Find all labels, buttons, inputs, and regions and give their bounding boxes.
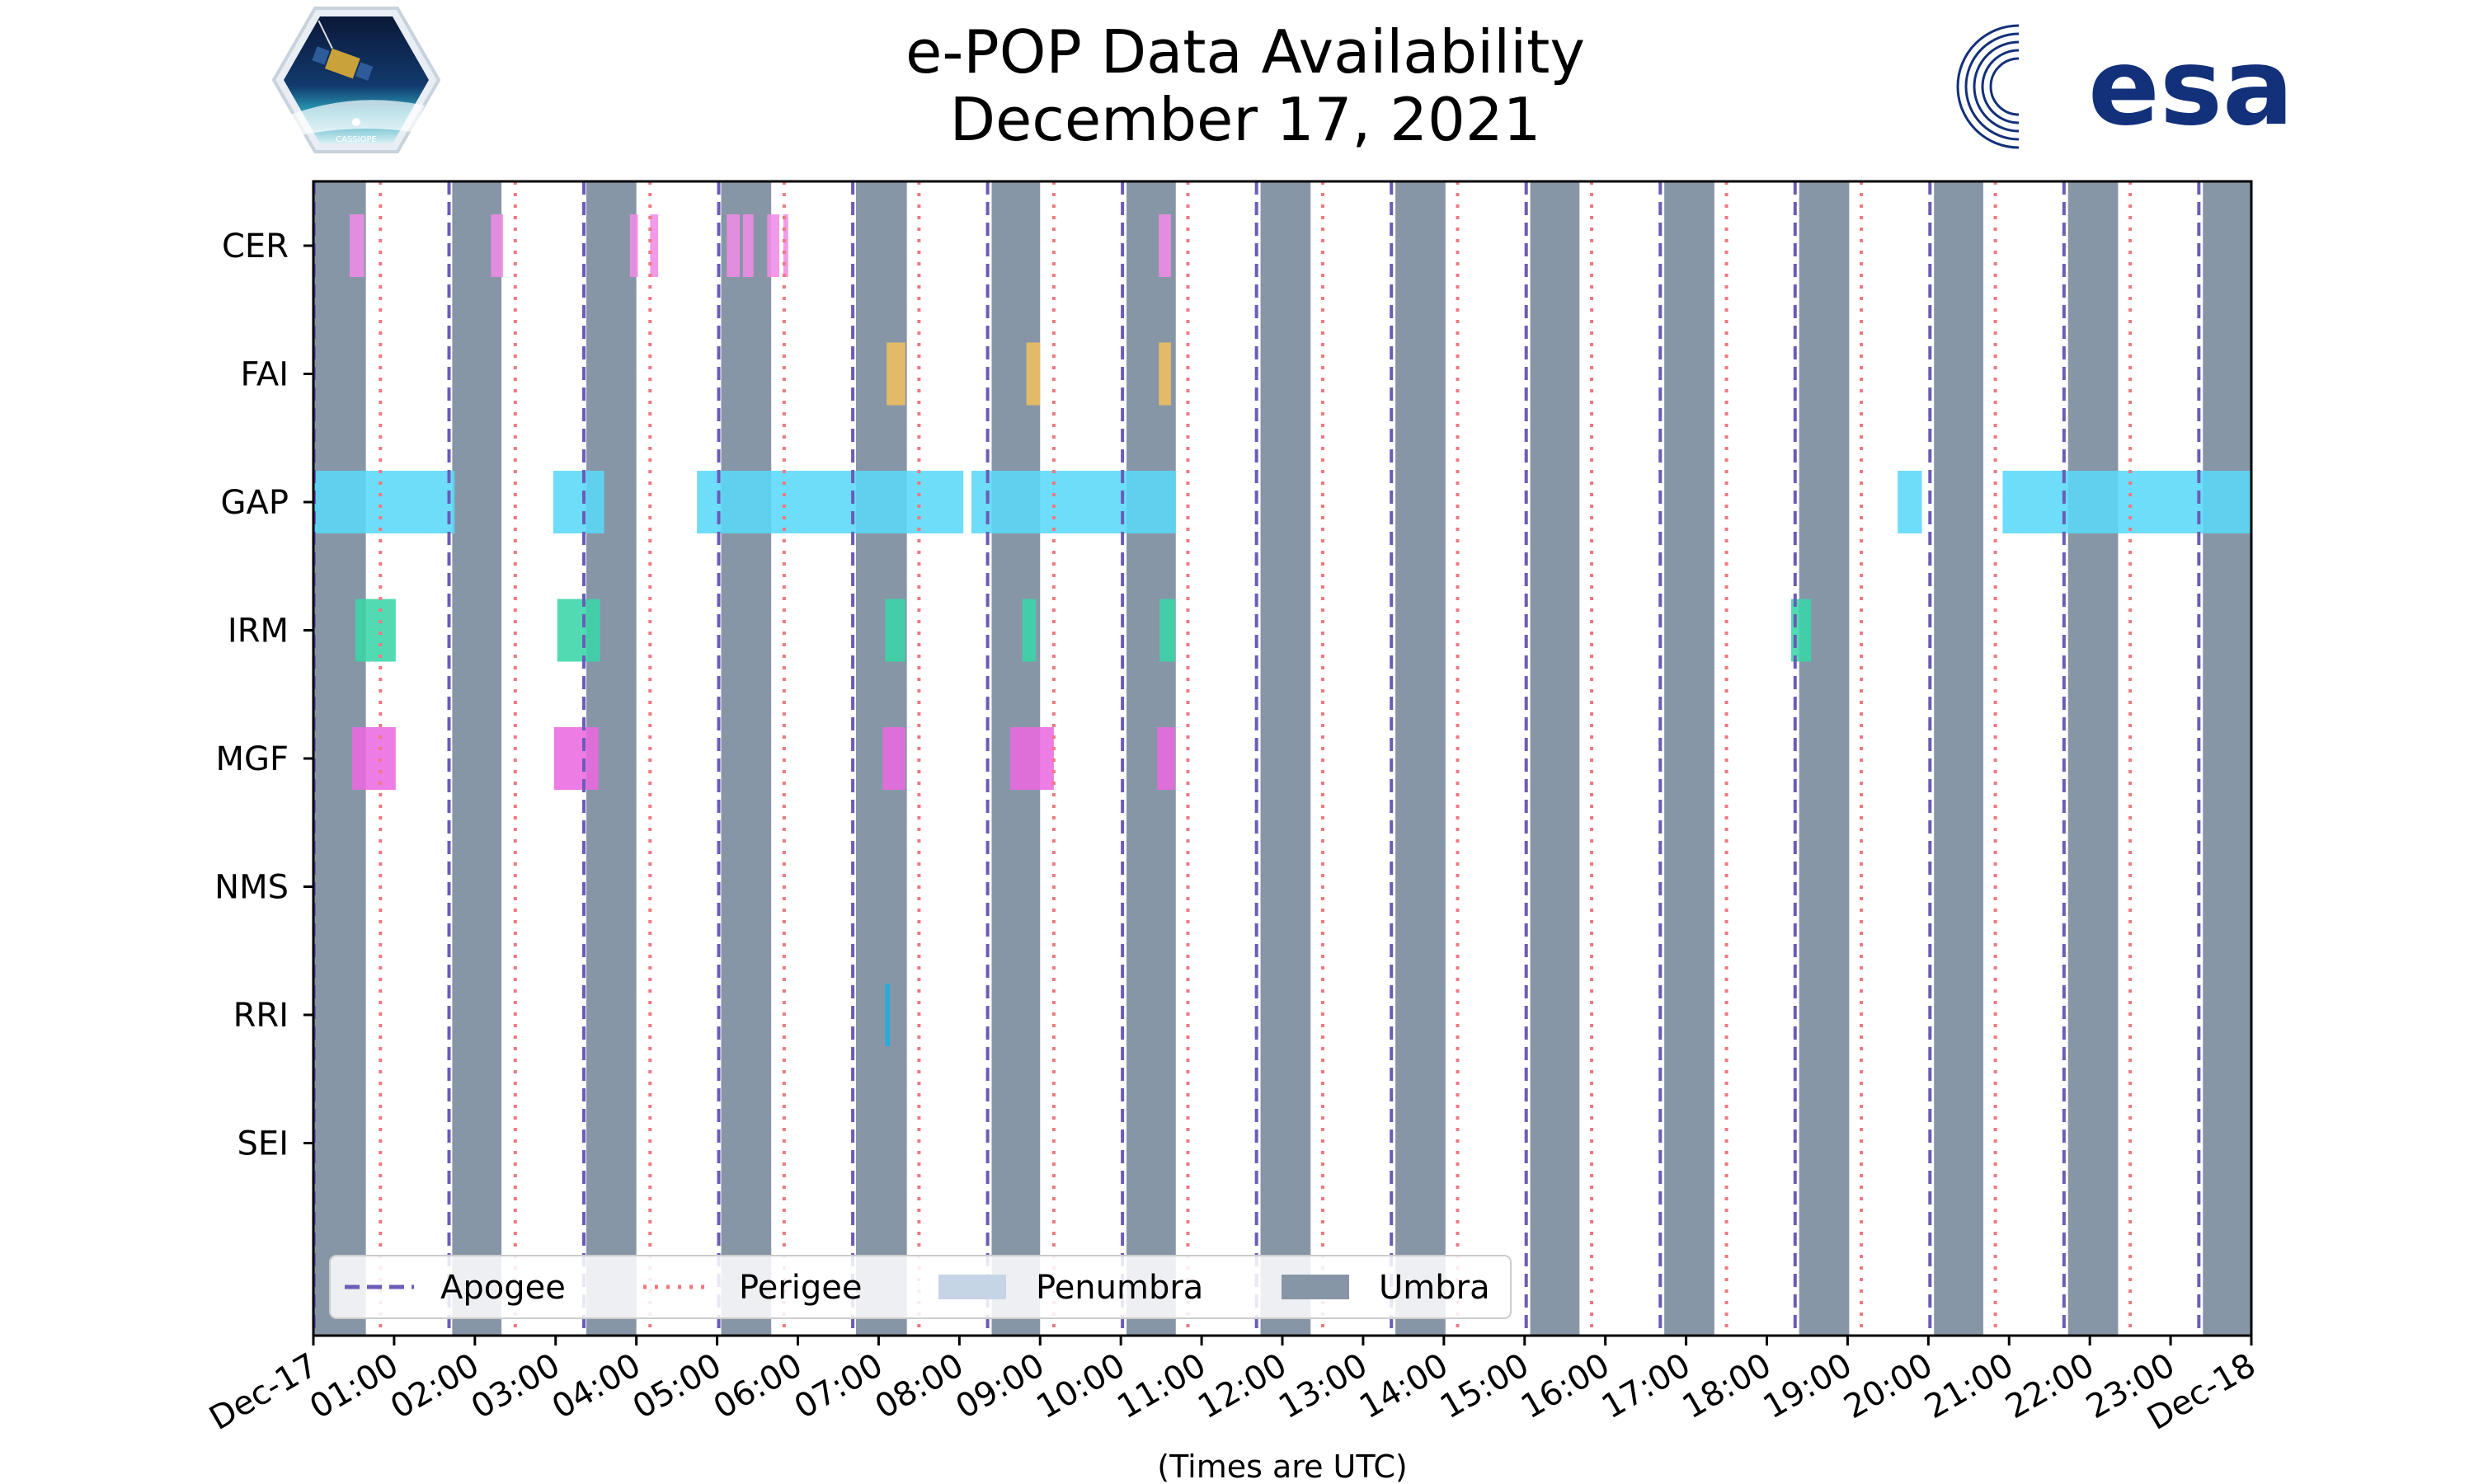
x-tick-label: 04:00	[546, 1346, 647, 1426]
bar-mgf	[1157, 727, 1175, 790]
x-tick-label: 02:00	[384, 1346, 486, 1426]
umbra-band	[1934, 181, 1983, 1336]
legend: Apogee Perigee Penumbra Umbra	[329, 1255, 1512, 1319]
x-tick-label: 10:00	[1030, 1346, 1131, 1426]
x-tick-label: 11:00	[1111, 1346, 1212, 1426]
bar-gap	[697, 471, 964, 533]
bar-fai	[1159, 342, 1171, 406]
umbra-band	[2203, 181, 2251, 1336]
umbra-band	[1395, 181, 1446, 1336]
x-tick-label: 18:00	[1677, 1346, 1778, 1426]
chart-subtitle: December 17, 2021	[950, 85, 1541, 154]
x-axis-label: (Times are UTC)	[1157, 1449, 1407, 1484]
bar-rri	[885, 984, 891, 1046]
x-tick-label: 15:00	[1434, 1346, 1536, 1426]
umbra-band	[1530, 181, 1580, 1336]
x-tick-label: 20:00	[1837, 1346, 1939, 1426]
x-tick-label: 17:00	[1596, 1346, 1697, 1426]
y-tick-label: RRI	[233, 997, 289, 1035]
x-tick-label: 01:00	[303, 1346, 405, 1426]
bar-cer	[1159, 214, 1171, 277]
x-tick-label: 12:00	[1192, 1346, 1293, 1426]
instrument-bars	[313, 214, 2251, 1046]
bar-fai	[887, 342, 905, 406]
bar-gap	[313, 471, 455, 533]
legend-box	[329, 1255, 1512, 1319]
y-tick-label: SEI	[238, 1125, 289, 1163]
bar-gap	[553, 471, 604, 533]
cassiope-logo-text: CASSIOPE	[336, 135, 377, 144]
bar-cer	[650, 214, 659, 277]
x-tick-label: 21:00	[1918, 1346, 2020, 1426]
legend-penumbra-label: Penumbra	[1036, 1269, 1203, 1307]
x-tick-label: 06:00	[708, 1346, 809, 1426]
umbra-band	[1260, 181, 1311, 1336]
x-tick-label: 16:00	[1515, 1346, 1616, 1426]
bar-mgf	[553, 727, 599, 790]
bar-irm	[885, 599, 905, 662]
bar-cer	[350, 214, 365, 277]
bar-fai	[1026, 342, 1041, 406]
legend-umbra-swatch	[1282, 1275, 1349, 1299]
x-tick-label: 05:00	[627, 1346, 728, 1426]
x-tick-label: 08:00	[868, 1346, 970, 1426]
bar-cer	[742, 214, 754, 277]
umbra-band	[2067, 181, 2119, 1336]
bar-irm	[1790, 599, 1812, 662]
bar-mgf	[352, 727, 396, 790]
x-tick-label: 14:00	[1353, 1346, 1455, 1426]
umbra-band	[452, 181, 502, 1336]
umbra-bands	[313, 181, 2251, 1336]
bar-mgf	[882, 727, 905, 790]
umbra-band	[1664, 181, 1714, 1336]
y-tick-label: NMS	[214, 869, 289, 907]
bar-gap	[971, 471, 1176, 533]
x-tick-label: 07:00	[788, 1346, 890, 1426]
umbra-band	[721, 181, 772, 1336]
x-tick-label: 09:00	[949, 1346, 1051, 1426]
y-tick-label: MGF	[215, 740, 289, 778]
esa-logo-text: esa	[2088, 26, 2293, 149]
bar-irm	[1159, 599, 1175, 662]
bar-cer	[491, 214, 504, 277]
orbit-markers	[313, 181, 2201, 1336]
legend-perigee-label: Perigee	[739, 1269, 862, 1307]
bar-irm	[557, 599, 600, 662]
legend-penumbra-swatch	[938, 1275, 1006, 1299]
bar-cer	[767, 214, 779, 277]
esa-logo: esa	[1956, 23, 2293, 150]
bar-irm	[1022, 599, 1037, 662]
bar-gap	[1898, 471, 1922, 533]
umbra-band	[1799, 181, 1850, 1336]
x-tick-label: 22:00	[1999, 1346, 2100, 1426]
bar-mgf	[1010, 727, 1054, 790]
y-tick-label: GAP	[221, 484, 289, 522]
bar-cer	[783, 214, 788, 277]
bar-cer	[629, 214, 638, 277]
x-tick-label: 13:00	[1272, 1346, 1374, 1426]
y-tick-label: FAI	[241, 356, 289, 394]
bar-irm	[355, 599, 396, 662]
legend-umbra-label: Umbra	[1379, 1269, 1490, 1307]
bar-gap	[2002, 471, 2251, 533]
x-tick-label: 19:00	[1757, 1346, 1859, 1426]
x-axis: Dec-1701:0002:0003:0004:0005:0006:0007:0…	[203, 1336, 2262, 1438]
y-axis: CER FAI GAP IRM MGF NMS RRI SEI	[214, 228, 313, 1163]
cassiope-logo: CASSIOPE	[271, 7, 441, 153]
bar-cer	[727, 214, 740, 277]
x-tick-label: 03:00	[465, 1346, 567, 1426]
chart-title: e-POP Data Availability	[905, 17, 1585, 87]
y-tick-label: CER	[222, 228, 289, 265]
legend-apogee-label: Apogee	[440, 1269, 566, 1307]
y-tick-label: IRM	[228, 613, 289, 650]
